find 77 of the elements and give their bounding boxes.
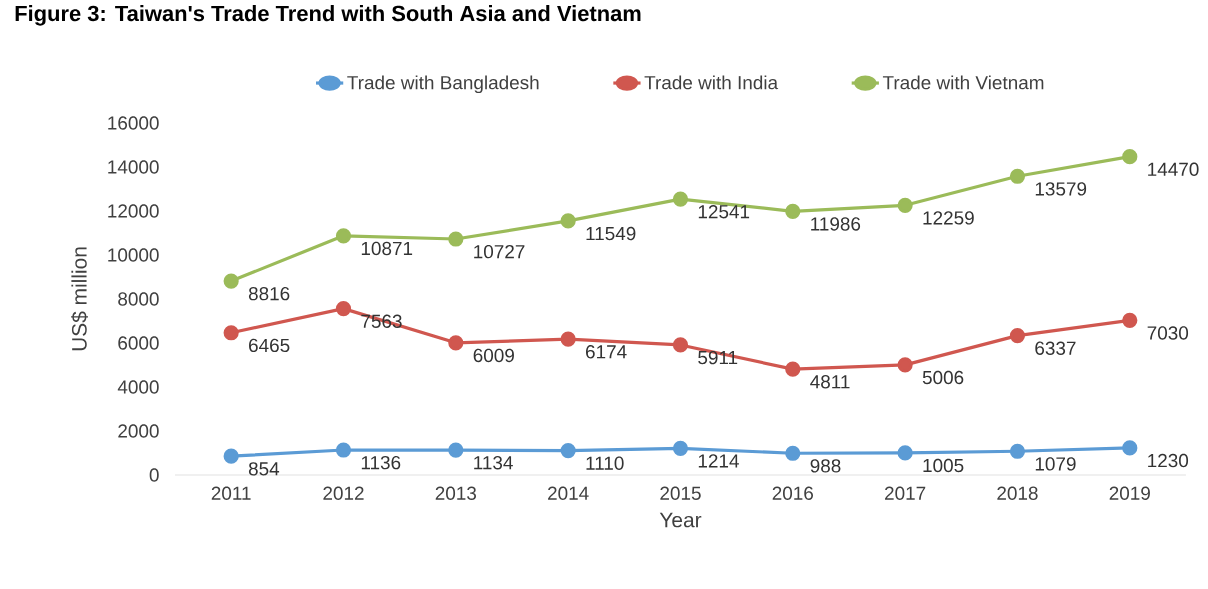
point: [223, 448, 239, 464]
point: [560, 442, 576, 459]
point: [1009, 168, 1026, 184]
data-label: 1005: [923, 458, 964, 473]
x-tick-label: 2017: [885, 486, 926, 500]
point: [785, 203, 801, 219]
point: [335, 442, 352, 458]
data-label: 12541: [698, 205, 750, 219]
point: [560, 331, 576, 347]
data-label: 10727: [474, 244, 525, 259]
point: [1009, 443, 1026, 459]
x-tick-label: 2014: [548, 486, 589, 500]
point: [785, 445, 801, 461]
y-tick-label: 2000: [118, 424, 159, 438]
data-label: 6009: [473, 348, 514, 363]
data-label: 11986: [811, 217, 861, 231]
x-tick-label: 2019: [1109, 486, 1150, 500]
y-axis-title: US$ million: [71, 247, 89, 351]
legend-label: Trade with Bangladesh: [347, 75, 539, 94]
point: [1009, 327, 1026, 344]
x-tick-label: 2018: [997, 486, 1038, 500]
point: [1122, 149, 1138, 165]
data-label: 8816: [248, 286, 290, 301]
data-label: 14470: [1148, 162, 1199, 176]
data-label: 5006: [922, 370, 964, 385]
point: [897, 357, 913, 373]
point: [1122, 312, 1138, 328]
legend-label: Trade with India: [644, 75, 779, 90]
point: [448, 442, 464, 458]
data-label: 988: [810, 459, 841, 473]
point: [672, 337, 689, 353]
data-label: 13579: [1035, 182, 1087, 196]
data-label: 1110: [586, 456, 624, 470]
data-label: 10871: [361, 241, 413, 256]
y-tick-label: 6000: [118, 336, 159, 350]
y-tick-label: 4000: [117, 380, 159, 394]
data-label: 1079: [1035, 457, 1076, 471]
point: [448, 231, 464, 247]
x-tick-label: 2011: [211, 486, 251, 500]
data-label: 6337: [1035, 341, 1076, 355]
data-label: 4811: [810, 375, 850, 389]
y-tick-label: 16000: [108, 116, 159, 130]
point: [223, 273, 239, 289]
chart-title: Figure 3: Taiwan's Trade Trend with South Asia and Vietnam: [15, 5, 641, 26]
x-tick-label: 2013: [435, 486, 477, 500]
data-label: 11549: [586, 226, 636, 241]
data-label: 1134: [474, 455, 513, 470]
x-tick-label: 2015: [660, 486, 701, 500]
point: [223, 325, 239, 341]
point: [335, 301, 352, 317]
point: [448, 335, 464, 351]
y-tick-label: 8000: [118, 292, 159, 306]
y-tick-label: 12000: [108, 204, 159, 218]
data-label: 12259: [923, 211, 974, 225]
legend-label: Trade with Vietnam: [882, 75, 1044, 90]
x-tick-label: 2016: [772, 486, 814, 500]
x-axis-title: Year: [659, 512, 702, 528]
data-label: 1214: [698, 454, 739, 468]
point: [335, 228, 352, 244]
data-label: 6465: [249, 338, 290, 353]
point: [785, 361, 801, 377]
data-label: 1136: [361, 455, 401, 470]
data-label: 7030: [1147, 326, 1189, 340]
y-tick-label: 10000: [108, 248, 159, 262]
data-label: 1230: [1148, 453, 1189, 468]
point: [1122, 440, 1138, 456]
point: [897, 197, 913, 213]
y-tick-label: 0: [149, 468, 159, 482]
data-label: 6174: [586, 345, 627, 359]
x-tick-label: 2012: [323, 486, 364, 500]
y-tick-label: 14000: [108, 160, 159, 174]
point: [672, 440, 689, 456]
point: [897, 445, 913, 461]
point: [672, 191, 689, 207]
data-label: 854: [248, 462, 280, 476]
data-label: 5911: [698, 350, 738, 365]
point: [560, 213, 576, 229]
